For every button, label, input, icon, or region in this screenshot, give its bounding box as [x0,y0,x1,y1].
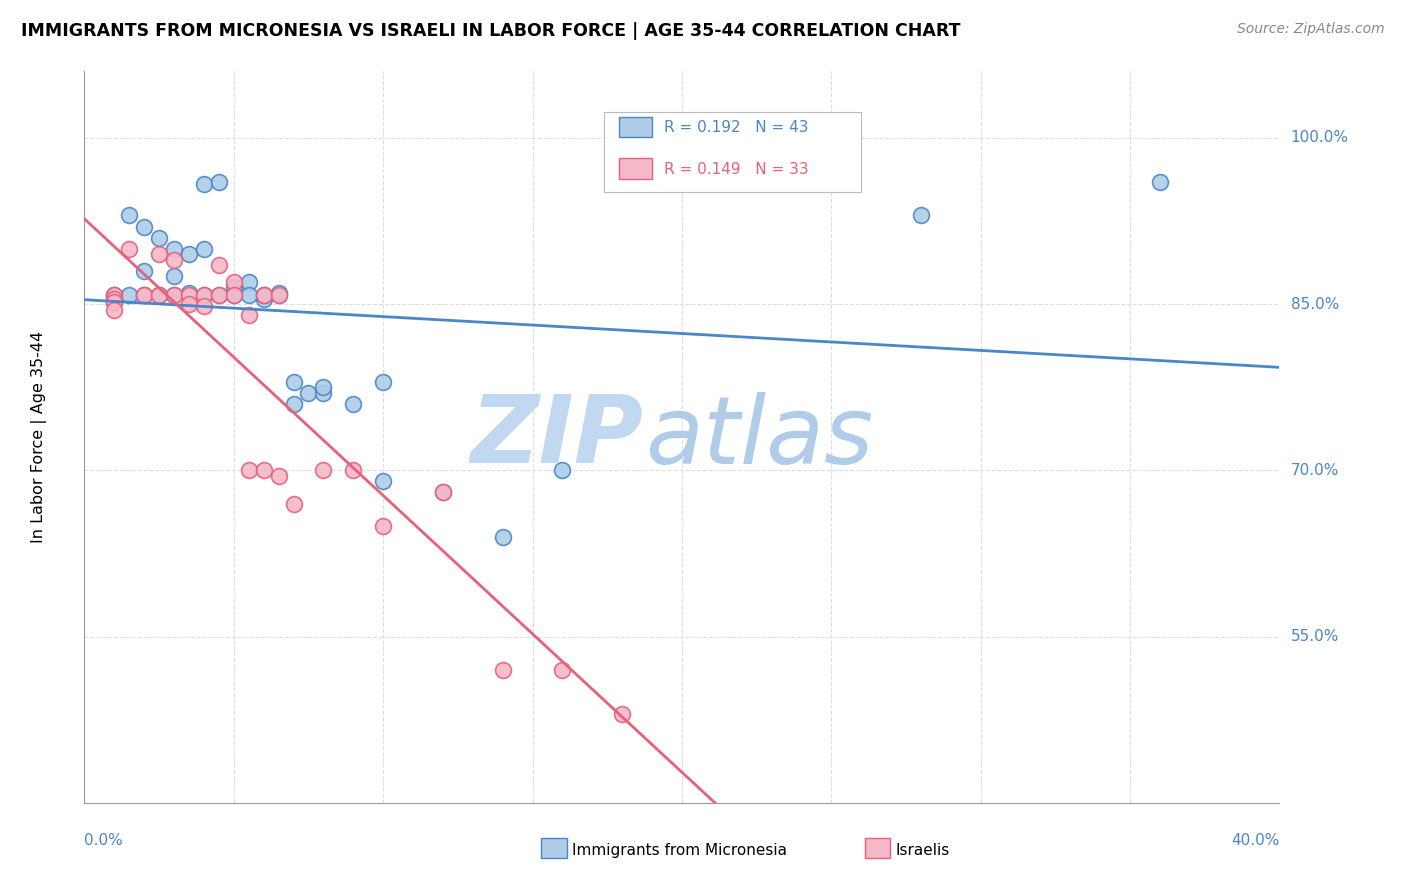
Point [253,463,276,477]
Point [208,175,231,189]
Point [551,663,574,677]
Text: Source: ZipAtlas.com: Source: ZipAtlas.com [1237,22,1385,37]
Text: 70.0%: 70.0% [1291,463,1339,478]
Text: Israelis: Israelis [896,844,950,858]
Point [267,288,290,302]
Point [312,385,335,400]
Text: atlas: atlas [645,392,873,483]
Point [177,247,200,261]
Point [238,288,260,302]
Point [297,385,319,400]
Point [118,209,141,223]
Point [177,288,200,302]
Point [253,292,276,306]
Point [148,247,170,261]
Point [208,288,231,302]
Point [208,258,231,272]
Point [163,269,186,284]
Point [253,288,276,302]
Text: R = 0.192   N = 43: R = 0.192 N = 43 [664,120,808,136]
Text: IMMIGRANTS FROM MICRONESIA VS ISRAELI IN LABOR FORCE | AGE 35-44 CORRELATION CHA: IMMIGRANTS FROM MICRONESIA VS ISRAELI IN… [21,22,960,40]
Point [238,275,260,289]
Point [222,275,245,289]
Point [163,242,186,256]
Point [103,288,125,302]
Text: 100.0%: 100.0% [1291,130,1348,145]
Point [103,302,125,317]
Point [103,292,125,306]
Point [193,288,215,302]
Point [132,264,156,278]
Point [132,288,156,302]
Point [267,285,290,300]
Point [132,219,156,234]
Point [132,288,156,302]
Point [222,288,245,302]
Text: 40.0%: 40.0% [1232,833,1279,848]
Point [118,242,141,256]
Point [103,288,125,302]
Point [283,497,305,511]
Point [267,468,290,483]
Point [148,288,170,302]
Point [163,288,186,302]
Point [193,288,215,302]
Point [148,230,170,244]
Point [148,288,170,302]
Text: Immigrants from Micronesia: Immigrants from Micronesia [572,844,787,858]
Point [193,299,215,313]
Point [103,294,125,309]
Point [177,297,200,311]
Point [373,518,395,533]
Point [373,375,395,389]
Point [1149,175,1171,189]
Point [103,288,125,302]
Point [118,288,141,302]
Text: R = 0.149   N = 33: R = 0.149 N = 33 [664,161,808,177]
Point [103,292,125,306]
Point [910,209,932,223]
Text: ZIP: ZIP [470,391,643,483]
Point [342,463,364,477]
Bar [619,159,652,179]
Point [208,288,231,302]
Point [612,707,634,722]
Point [222,280,245,294]
Text: 55.0%: 55.0% [1291,629,1339,644]
Point [163,252,186,267]
Point [238,463,260,477]
Text: 85.0%: 85.0% [1291,297,1339,311]
Point [492,663,515,677]
Point [193,242,215,256]
Point [283,375,305,389]
Point [551,463,574,477]
Text: 0.0%: 0.0% [84,833,124,848]
Point [492,530,515,544]
Point [432,485,454,500]
Point [177,285,200,300]
Point [238,308,260,322]
Bar [619,117,652,137]
Point [103,294,125,309]
FancyBboxPatch shape [605,112,862,192]
Point [132,288,156,302]
Point [267,288,290,302]
Point [283,397,305,411]
Point [342,397,364,411]
Point [253,288,276,302]
Point [222,288,245,302]
Point [312,380,335,394]
Text: In Labor Force | Age 35-44: In Labor Force | Age 35-44 [31,331,46,543]
Point [163,288,186,302]
Point [373,475,395,489]
Point [193,178,215,192]
Point [432,485,454,500]
Point [253,288,276,302]
Point [312,463,335,477]
